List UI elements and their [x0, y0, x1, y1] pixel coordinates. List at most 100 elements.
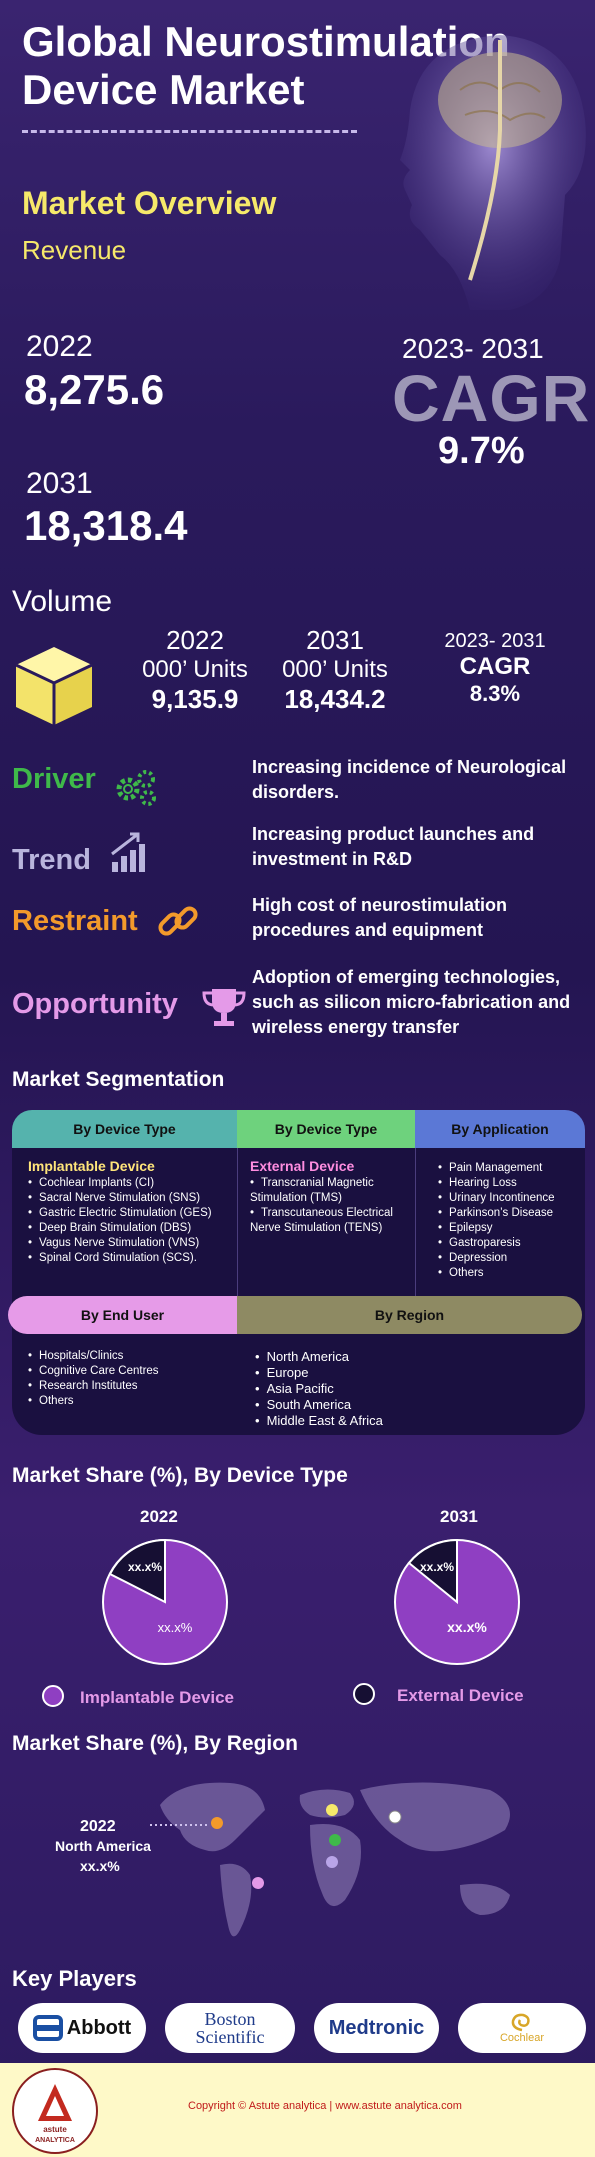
legend-swatch-external	[353, 1683, 375, 1705]
list-item: Deep Brain Stimulation (DBS)	[28, 1221, 233, 1236]
world-map	[150, 1782, 510, 1937]
volume-2031-value: 18,434.2	[284, 684, 386, 714]
region-year: 2022	[80, 1818, 116, 1835]
boston-name-line1: Boston	[204, 2009, 256, 2029]
opportunity-text: Adoption of emerging technologies, such …	[252, 967, 571, 1037]
tab-end-user: By End User	[8, 1296, 237, 1334]
abbott-logo-icon	[32, 2015, 63, 2041]
list-item: Pain Management	[438, 1161, 583, 1176]
restraint-label: Restraint	[12, 905, 138, 937]
seg-divider-2	[415, 1148, 416, 1300]
pie-chart-2022: xx.x% xx.x%	[102, 1538, 228, 1665]
pie-chart-2031: xx.x% xx.x%	[394, 1538, 520, 1665]
external-list: Transcranial Magnetic Stimulation (TMS) …	[250, 1176, 412, 1236]
pie-label-large: xx.x%	[158, 1620, 193, 1635]
revenue-year-2022: 2022	[26, 330, 93, 363]
list-item: North America	[255, 1349, 505, 1365]
region-name: North America	[55, 1838, 151, 1854]
revenue-label: Revenue	[22, 235, 127, 265]
pie-label-small: xx.x%	[420, 1560, 454, 1574]
chain-link-icon	[158, 906, 198, 936]
trend-text: Increasing product launches and investme…	[252, 824, 535, 869]
list-item: Cochlear Implants (CI)	[28, 1176, 233, 1191]
list-item: Depression	[438, 1251, 583, 1266]
list-item: Cognitive Care Centres	[28, 1364, 233, 1379]
list-item: Transcranial Magnetic Stimulation (TMS)	[250, 1176, 412, 1206]
trend-chart-icon	[111, 832, 145, 872]
pie-label-large: xx.x%	[447, 1619, 487, 1635]
player-medtronic: Medtronic	[314, 2003, 439, 2053]
list-item: Hospitals/Clinics	[28, 1349, 233, 1364]
copyright-text: Copyright © Astute analytica | www.astut…	[188, 2100, 462, 2112]
implantable-device-group: Implantable Device Cochlear Implants (CI…	[28, 1158, 233, 1266]
legend-swatch-implantable	[42, 1685, 64, 1707]
end-user-list: Hospitals/Clinics Cognitive Care Centres…	[28, 1349, 233, 1409]
list-item: Gastroparesis	[438, 1236, 583, 1251]
list-item: Asia Pacific	[255, 1381, 505, 1397]
trophy-icon	[202, 989, 246, 1026]
map-pins	[211, 1804, 402, 1889]
implantable-heading: Implantable Device	[28, 1158, 155, 1174]
volume-2022-year: 2022	[166, 625, 224, 655]
share-year-2022: 2022	[140, 1507, 178, 1526]
implantable-list: Cochlear Implants (CI) Sacral Nerve Stim…	[28, 1176, 233, 1266]
list-item: Gastric Electric Stimulation (GES)	[28, 1206, 233, 1221]
list-item: Transcutaneous Electrical Nerve Stimulat…	[250, 1206, 412, 1236]
volume-2031-unit: 000’ Units	[282, 656, 388, 683]
revenue-value-2031: 18,318.4	[24, 502, 188, 549]
share-device-title: Market Share (%), By Device Type	[12, 1464, 348, 1487]
driver-text: Increasing incidence of Neurological dis…	[252, 757, 567, 802]
list-item: South America	[255, 1397, 505, 1413]
tab-region: By Region	[237, 1296, 582, 1334]
revenue-value-2022: 8,275.6	[24, 366, 165, 413]
region-list: North America Europe Asia Pacific South …	[255, 1349, 505, 1429]
list-item: Vagus Nerve Stimulation (VNS)	[28, 1236, 233, 1251]
driver-label: Driver	[12, 763, 96, 795]
footer-bar	[0, 2063, 595, 2157]
list-item: Parkinson’s Disease	[438, 1206, 583, 1221]
key-players-title: Key Players	[12, 1966, 137, 1991]
brain-head-illustration	[400, 35, 586, 310]
share-year-2031: 2031	[440, 1507, 478, 1526]
svg-text:astute: astute	[43, 2125, 67, 2134]
cagr-label: CAGR	[392, 361, 591, 435]
list-item: Sacral Nerve Stimulation (SNS)	[28, 1191, 233, 1206]
list-item: Epilepsy	[438, 1221, 583, 1236]
cochlear-logo-icon	[511, 2013, 530, 2032]
list-item: Research Institutes	[28, 1379, 233, 1394]
list-item: Urinary Incontinence	[438, 1191, 583, 1206]
volume-2022-unit: 000’ Units	[142, 656, 248, 683]
cube-icon	[15, 647, 93, 725]
legend-implantable: Implantable Device	[80, 1688, 235, 1707]
segmentation-title: Market Segmentation	[12, 1068, 225, 1091]
player-boston-scientific: Boston Scientific	[165, 2003, 295, 2053]
trend-label: Trend	[12, 844, 91, 876]
volume-2031-year: 2031	[306, 625, 364, 655]
cochlear-name: Cochlear	[499, 2032, 545, 2044]
volume-cagr-period: 2023- 2031	[444, 630, 546, 652]
pie-slice-external	[108, 1538, 166, 1604]
player-abbott: Abbott	[18, 2003, 146, 2053]
legend-external: External Device	[397, 1686, 524, 1705]
list-item: Others	[438, 1266, 583, 1281]
cagr-period: 2023- 2031	[402, 333, 544, 364]
tab-application: By Application	[415, 1110, 585, 1148]
gears-icon	[116, 770, 156, 806]
application-list: Pain Management Hearing Loss Urinary Inc…	[438, 1161, 583, 1281]
volume-title: Volume	[12, 585, 113, 618]
seg-divider-1	[237, 1148, 238, 1300]
external-device-group: External Device Transcranial Magnetic St…	[250, 1158, 412, 1236]
list-item: Others	[28, 1394, 233, 1409]
market-overview-title: Market Overview	[22, 185, 277, 221]
list-item: Middle East & Africa	[255, 1413, 505, 1429]
medtronic-name: Medtronic	[328, 2016, 425, 2039]
opportunity-label: Opportunity	[12, 988, 178, 1020]
list-item: Hearing Loss	[438, 1176, 583, 1191]
abbott-name: Abbott	[66, 2016, 132, 2039]
tab-device-type-1: By Device Type	[12, 1110, 237, 1148]
volume-cagr: 2023- 2031 CAGR 8.3%	[430, 630, 560, 707]
page-title: Global Neurostimulation Device Market	[22, 18, 510, 113]
tab-device-type-2: By Device Type	[237, 1110, 415, 1148]
volume-cagr-value: 8.3%	[469, 681, 521, 706]
external-heading: External Device	[250, 1158, 355, 1174]
